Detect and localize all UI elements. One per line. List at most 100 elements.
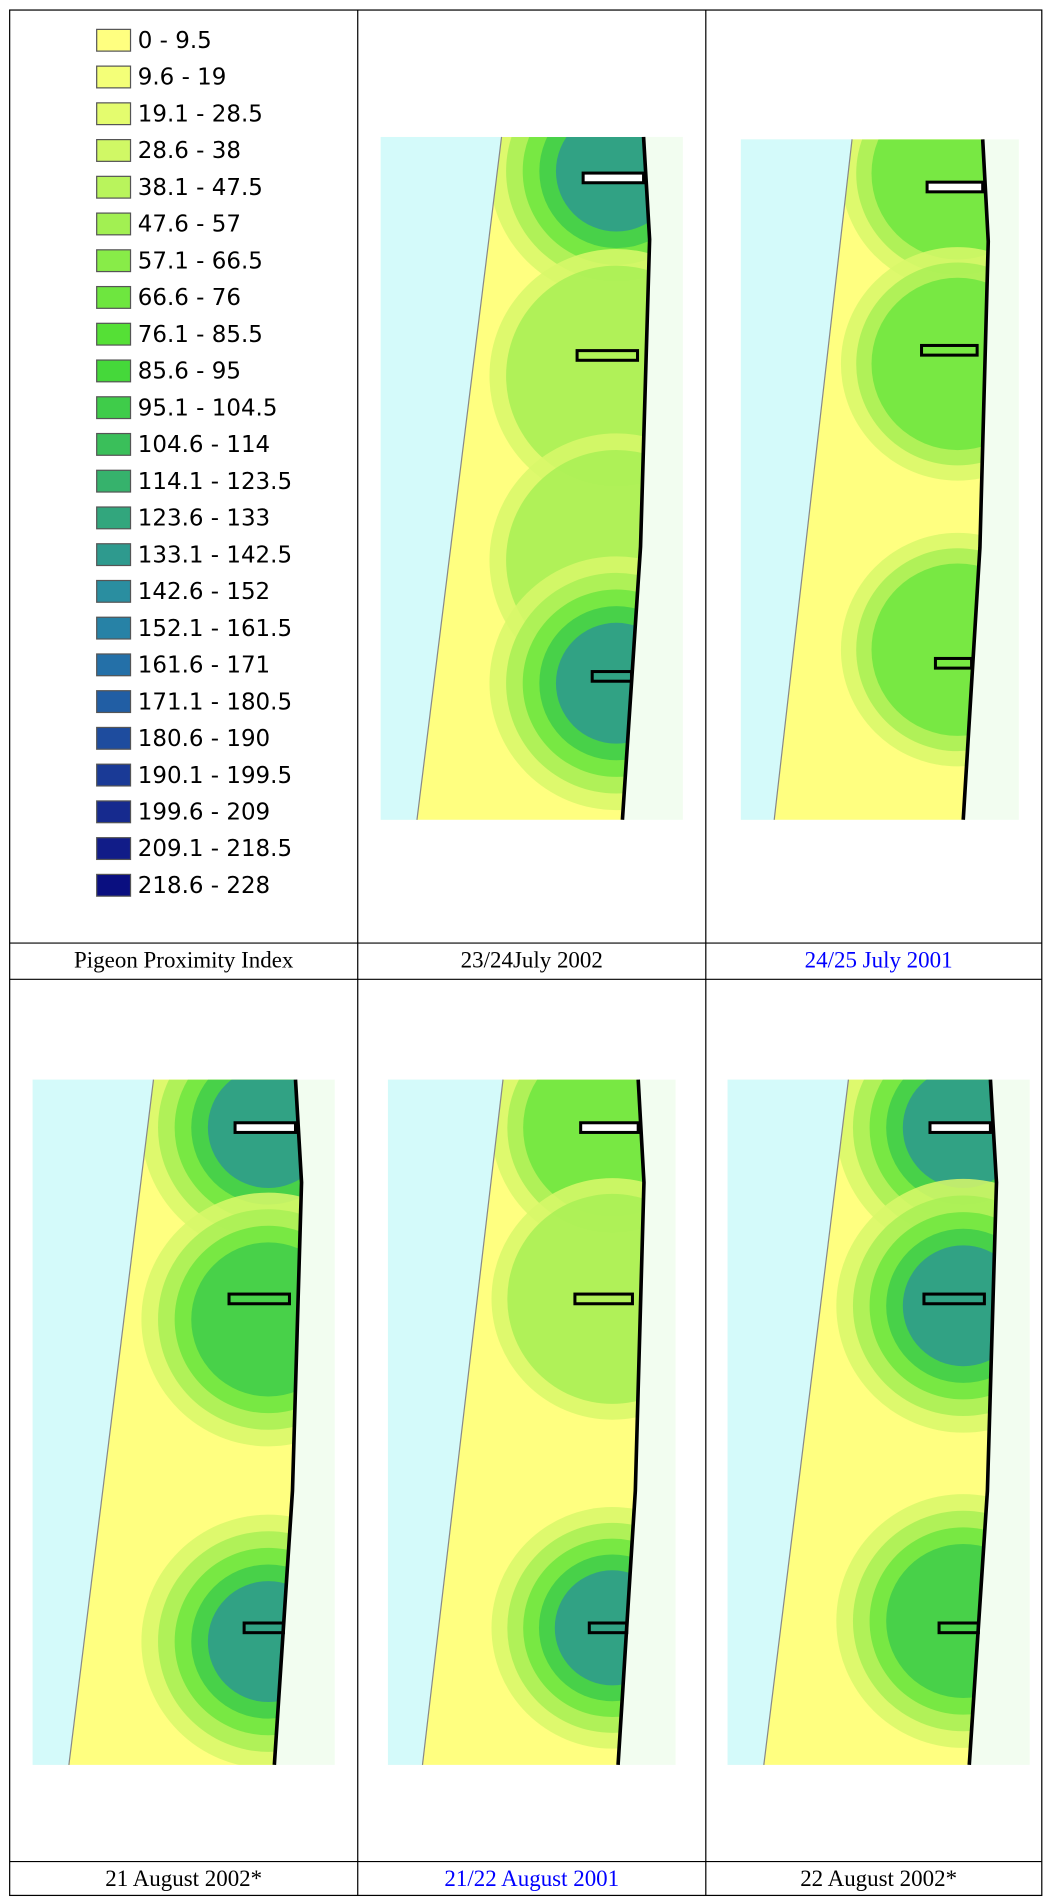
legend-label: 19.1 - 28.5 <box>138 101 263 127</box>
legend-swatch <box>96 175 132 199</box>
legend-swatch <box>96 653 132 677</box>
water <box>380 136 502 820</box>
legend-label: 38.1 - 47.5 <box>138 175 263 201</box>
hotspot <box>191 1242 302 1397</box>
legend-swatch <box>96 543 132 567</box>
legend-label: 47.6 - 57 <box>138 212 241 238</box>
caption: 24/25 July 2001 <box>805 948 953 973</box>
legend-label: 57.1 - 66.5 <box>138 248 263 274</box>
pier <box>573 1292 634 1306</box>
pier <box>242 1621 285 1635</box>
legend-label: 9.6 - 19 <box>138 65 227 91</box>
pier <box>933 656 974 670</box>
caption: 21 August 2002* <box>105 1866 262 1891</box>
pier <box>925 180 985 194</box>
legend-label: 133.1 - 142.5 <box>138 542 292 568</box>
pier <box>575 349 640 362</box>
legend-swatch <box>96 396 132 420</box>
coastline <box>421 1079 504 1765</box>
legend-label: 218.6 - 228 <box>138 873 270 899</box>
map <box>727 1079 1030 1766</box>
legend-swatch <box>96 726 132 750</box>
table-border <box>9 9 1043 1897</box>
water <box>727 1079 849 1765</box>
legend-swatch <box>96 102 132 126</box>
legend-swatch <box>96 432 132 456</box>
hotspots <box>489 136 650 811</box>
pier <box>233 1121 298 1134</box>
coastline <box>763 1079 850 1765</box>
map <box>32 1079 335 1766</box>
legend-swatch <box>96 690 132 714</box>
map <box>740 139 1019 820</box>
pier <box>937 1621 980 1635</box>
legend-swatch <box>96 65 132 89</box>
pier <box>928 1121 992 1134</box>
legend-label: 0 - 9.5 <box>138 28 212 54</box>
legend-swatch <box>96 285 132 309</box>
legend-label: 95.1 - 104.5 <box>138 395 278 421</box>
coastline <box>773 139 853 820</box>
hotspot <box>507 1193 644 1404</box>
legend-swatch <box>96 800 132 824</box>
caption: Pigeon Proximity Index <box>74 948 294 973</box>
shore <box>620 136 652 820</box>
legend-swatch <box>96 249 132 273</box>
water <box>740 139 853 820</box>
legend-label: 142.6 - 152 <box>138 579 270 605</box>
legend-swatch <box>96 469 132 493</box>
legend-swatch <box>96 837 132 861</box>
legend-label: 209.1 - 218.5 <box>138 836 292 862</box>
legend-swatch <box>96 873 132 897</box>
legend: 0 - 9.5 9.6 - 19 19.1 - 28.5 28.6 - 38 38.1 … <box>96 28 292 899</box>
legend-label: 76.1 - 85.5 <box>138 322 263 348</box>
map <box>387 1079 676 1766</box>
water <box>387 1079 504 1765</box>
hotspot <box>871 139 989 260</box>
legend-label: 114.1 - 123.5 <box>138 469 292 495</box>
legend-label: 190.1 - 199.5 <box>138 763 292 789</box>
hotspots <box>840 139 989 767</box>
legend-swatch <box>96 28 132 52</box>
water <box>32 1079 154 1765</box>
legend-label: 85.6 - 95 <box>138 359 241 385</box>
caption: 21/22 August 2001 <box>444 1866 619 1891</box>
legend-label: 161.6 - 171 <box>138 653 270 679</box>
pier <box>920 343 979 357</box>
maps <box>32 136 1030 1766</box>
legend-swatch <box>96 616 132 640</box>
legend-label: 123.6 - 133 <box>138 506 270 532</box>
pier <box>581 171 646 185</box>
legend-label: 66.6 - 76 <box>138 285 241 311</box>
hotspots <box>491 1079 644 1749</box>
hotspots <box>836 1079 997 1748</box>
legend-swatch <box>96 763 132 787</box>
shore <box>961 139 991 820</box>
coastline <box>68 1079 155 1765</box>
legend-swatch <box>96 359 132 383</box>
pier <box>579 1121 640 1134</box>
map <box>380 136 683 820</box>
legend-label: 199.6 - 209 <box>138 800 270 826</box>
captions: Pigeon Proximity Index 23/24July 2002 24/2… <box>74 948 957 1892</box>
legend-swatch <box>96 506 132 530</box>
legend-label: 104.6 - 114 <box>138 432 270 458</box>
legend-label: 28.6 - 38 <box>138 138 241 164</box>
pier <box>227 1292 291 1306</box>
caption: 22 August 2002* <box>800 1866 957 1891</box>
legend-swatch <box>96 579 132 603</box>
pier <box>587 1621 629 1635</box>
hotspot <box>506 265 650 487</box>
legend-swatch <box>96 212 132 236</box>
hotspot <box>886 1543 997 1699</box>
pier <box>590 670 633 683</box>
legend-swatch <box>96 322 132 346</box>
legend-label: 152.1 - 161.5 <box>138 616 292 642</box>
caption: 23/24July 2002 <box>461 948 603 973</box>
coastline <box>416 136 503 820</box>
hotspot <box>871 563 989 736</box>
legend-swatch <box>96 138 132 162</box>
legend-label: 171.1 - 180.5 <box>138 689 292 715</box>
